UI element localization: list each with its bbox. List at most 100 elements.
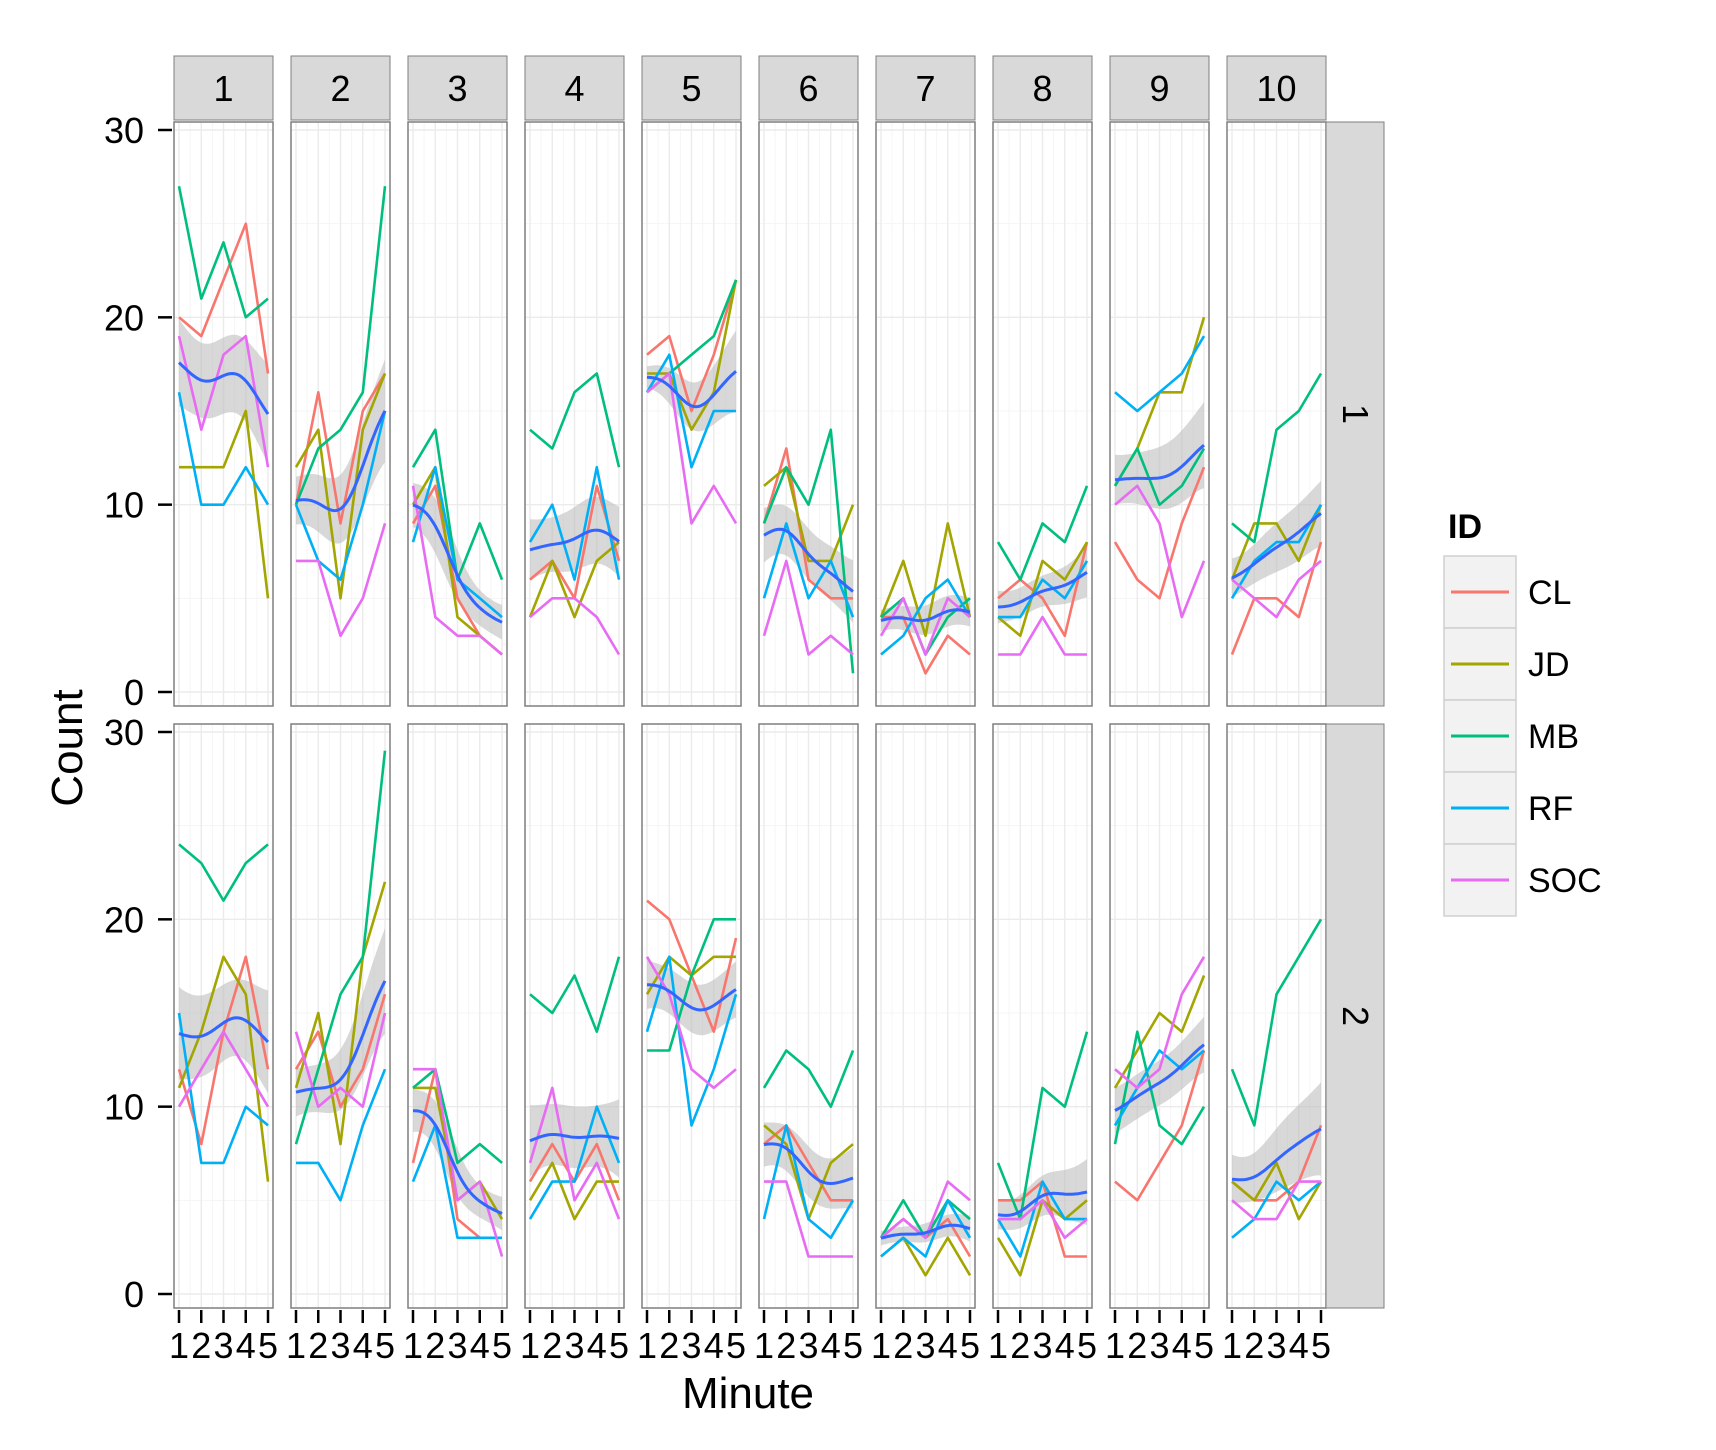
- panel-border: [641, 121, 742, 707]
- smooth-ribbon: [413, 483, 502, 640]
- y-tick-label: 30: [104, 712, 144, 753]
- x-tick-label: 5: [1077, 1325, 1097, 1366]
- x-tick-label: 3: [213, 1325, 233, 1366]
- panel-r1-c6: [758, 121, 859, 707]
- y-tick-label: 10: [104, 1087, 144, 1128]
- smooth-line: [413, 1109, 503, 1215]
- x-tick-label: 2: [1127, 1325, 1147, 1366]
- strip-background: [1325, 723, 1385, 1309]
- panel-border: [524, 121, 625, 707]
- x-tick-label: 5: [492, 1325, 512, 1366]
- series-line-rf: [880, 578, 972, 656]
- x-tick-label: 2: [425, 1325, 445, 1366]
- legend-label: JD: [1528, 646, 1570, 684]
- col-strip-4: 4: [524, 55, 625, 121]
- x-tick-label: 3: [1266, 1325, 1286, 1366]
- smooth-ribbon: [647, 330, 736, 432]
- panel-r1-c5: [641, 121, 742, 707]
- series-line-cl: [1230, 541, 1323, 655]
- strip-background: [524, 55, 625, 121]
- series-line-mb: [294, 750, 387, 1145]
- panel-r2-c3: [407, 723, 508, 1309]
- x-tick-label: 2: [1244, 1325, 1264, 1366]
- col-strip-label: 8: [1032, 68, 1052, 109]
- x-tick-label: 2: [542, 1325, 562, 1366]
- x-tick-label: 3: [915, 1325, 935, 1366]
- row-strip-label: 1: [1335, 404, 1376, 424]
- panel-border: [641, 723, 742, 1309]
- series-line-jd: [647, 279, 738, 432]
- series-line-soc: [1114, 484, 1206, 619]
- smooth-line: [412, 503, 503, 624]
- panel-border: [758, 723, 859, 1309]
- panel-r2-c8: [992, 723, 1093, 1309]
- series-line-jd: [763, 465, 855, 563]
- col-strip-label: 1: [213, 68, 233, 109]
- series-line-soc: [294, 1012, 387, 1108]
- panel-r2-c10: [1226, 723, 1327, 1309]
- smooth-line: [763, 1142, 854, 1185]
- panel-r1-c3: [407, 121, 508, 707]
- smooth-line: [1114, 1043, 1205, 1112]
- panel-r2-c7: [875, 723, 976, 1309]
- strip-background: [1109, 55, 1210, 121]
- x-tick-label: 1: [286, 1325, 306, 1366]
- series-line-mb: [178, 843, 269, 902]
- x-tick-label: 1: [520, 1325, 540, 1366]
- row-strip-label: 2: [1335, 1006, 1376, 1026]
- col-strip-5: 5: [641, 55, 742, 121]
- x-tick-label: 4: [821, 1325, 841, 1366]
- legend-title: ID: [1448, 508, 1482, 546]
- smooth-line: [177, 361, 270, 415]
- legend-item-mb: MB: [1443, 699, 1579, 773]
- col-strip-3: 3: [407, 55, 508, 121]
- x-tick-label: 4: [353, 1325, 373, 1366]
- smooth-ribbon: [179, 318, 268, 465]
- y-tick-label: 0: [124, 1274, 144, 1315]
- series-line-mb: [177, 185, 269, 319]
- x-tick-label: 2: [893, 1325, 913, 1366]
- smooth-line: [178, 1016, 270, 1043]
- y-tick-label: 30: [104, 110, 144, 151]
- strip-background: [290, 55, 391, 121]
- smooth-ribbon: [764, 504, 853, 623]
- panel-border: [1109, 121, 1210, 707]
- col-strip-8: 8: [992, 55, 1093, 121]
- panel-r1-c4: [524, 121, 625, 707]
- y-tick-label: 20: [104, 297, 144, 338]
- series-line-mb: [762, 428, 855, 674]
- smooth-line: [529, 528, 620, 552]
- smooth-ribbon: [1232, 480, 1321, 598]
- legend-label: RF: [1528, 790, 1573, 828]
- series-line-mb: [762, 1049, 855, 1108]
- panel-border: [1109, 723, 1210, 1309]
- series-line-jd: [1230, 504, 1323, 581]
- panel-r2-c9: [1109, 723, 1210, 1309]
- x-tick-label: 3: [1149, 1325, 1169, 1366]
- col-strip-1: 1: [173, 55, 274, 121]
- x-tick-label: 5: [375, 1325, 395, 1366]
- panel-border: [992, 723, 1093, 1309]
- x-tick-label: 4: [704, 1325, 724, 1366]
- smooth-line: [880, 608, 971, 623]
- series-line-mb: [1113, 447, 1206, 507]
- series-line-rf: [762, 1124, 855, 1240]
- col-strip-label: 6: [798, 68, 818, 109]
- series-line-jd: [1231, 1161, 1323, 1221]
- series-line-soc: [879, 596, 971, 656]
- x-tick-label: 1: [1105, 1325, 1125, 1366]
- series-line-soc: [296, 523, 387, 638]
- series-line-jd: [528, 541, 620, 619]
- x-tick-label: 5: [258, 1325, 278, 1366]
- x-tick-label: 1: [871, 1325, 891, 1366]
- x-tick-label: 3: [798, 1325, 818, 1366]
- col-strip-label: 2: [330, 68, 350, 109]
- series-line-soc: [1231, 1180, 1321, 1221]
- strip-background: [173, 55, 274, 121]
- strip-background: [875, 55, 976, 121]
- series-line-mb: [529, 956, 621, 1033]
- series-line-soc: [1114, 956, 1206, 1090]
- x-tick-label: 4: [938, 1325, 958, 1366]
- smooth-line: [529, 1133, 620, 1143]
- series-line-soc: [528, 1086, 621, 1220]
